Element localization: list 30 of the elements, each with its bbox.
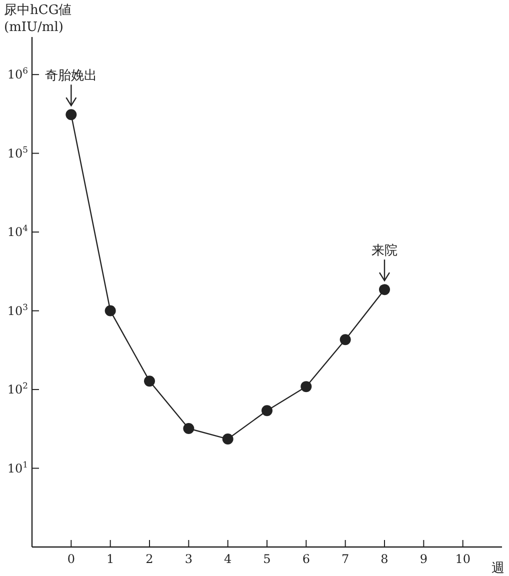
- x-tick-label: 7: [342, 552, 350, 566]
- point: [262, 405, 272, 416]
- x-tick-label: 3: [184, 552, 192, 566]
- x-tick-label: 10: [455, 552, 470, 566]
- point: [379, 284, 390, 296]
- x-axis-title: 週: [492, 561, 504, 576]
- y-tick-label: 10$^{6}$: [7, 66, 28, 82]
- y-tick-label: 10$^{2}$: [7, 380, 28, 397]
- x-tick-label: 4: [224, 552, 232, 566]
- y-tick-label: 10$^{5}$: [7, 144, 28, 160]
- y-tick-label: 10$^{1}$: [7, 459, 28, 476]
- annotation: 奇胎娩出: [45, 68, 98, 84]
- y-tick-label: 10$^{3}$: [7, 302, 28, 318]
- x-tick-label: 1: [106, 552, 114, 566]
- point: [222, 434, 234, 445]
- x-tick-label: 9: [420, 552, 428, 566]
- point: [183, 422, 194, 434]
- x-tick-label: 0: [67, 552, 75, 566]
- annotation: 来院: [372, 244, 398, 259]
- point: [300, 381, 312, 392]
- x-tick-label: 2: [146, 552, 154, 566]
- point: [144, 376, 155, 387]
- x-tick-label: 5: [263, 552, 271, 566]
- x-tick-label: 6: [302, 552, 310, 566]
- point: [340, 334, 351, 346]
- point: [104, 305, 116, 316]
- y-axis-title: 尿中hCG値 (mIU/ml): [4, 3, 72, 35]
- y-tick-label: 10$^{4}$: [7, 223, 28, 240]
- point: [66, 109, 77, 120]
- x-tick-label: 8: [380, 552, 388, 566]
